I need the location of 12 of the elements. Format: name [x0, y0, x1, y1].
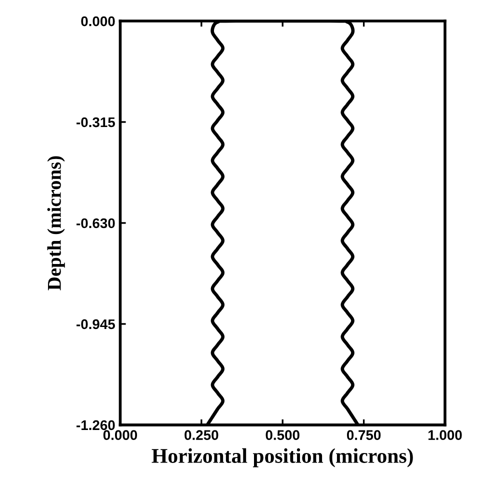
x-tick-label: 1.000 — [428, 430, 462, 440]
x-tick-label: 0.750 — [346, 430, 381, 440]
x-axis-title: Horizontal position (microns) — [152, 448, 413, 468]
y-axis-title: Depth (microns) — [47, 156, 65, 290]
y-tick-label: -0.315 — [76, 117, 115, 128]
x-tick-label: 0.000 — [103, 430, 138, 440]
x-tick-label: 0.250 — [184, 430, 218, 440]
y-tick-label: -0.945 — [76, 319, 115, 330]
y-tick-label: -0.630 — [76, 218, 115, 228]
y-tick-label: -1.260 — [76, 420, 115, 430]
y-tick-label: 0.000 — [81, 16, 115, 26]
x-tick-label: 0.500 — [266, 430, 300, 440]
